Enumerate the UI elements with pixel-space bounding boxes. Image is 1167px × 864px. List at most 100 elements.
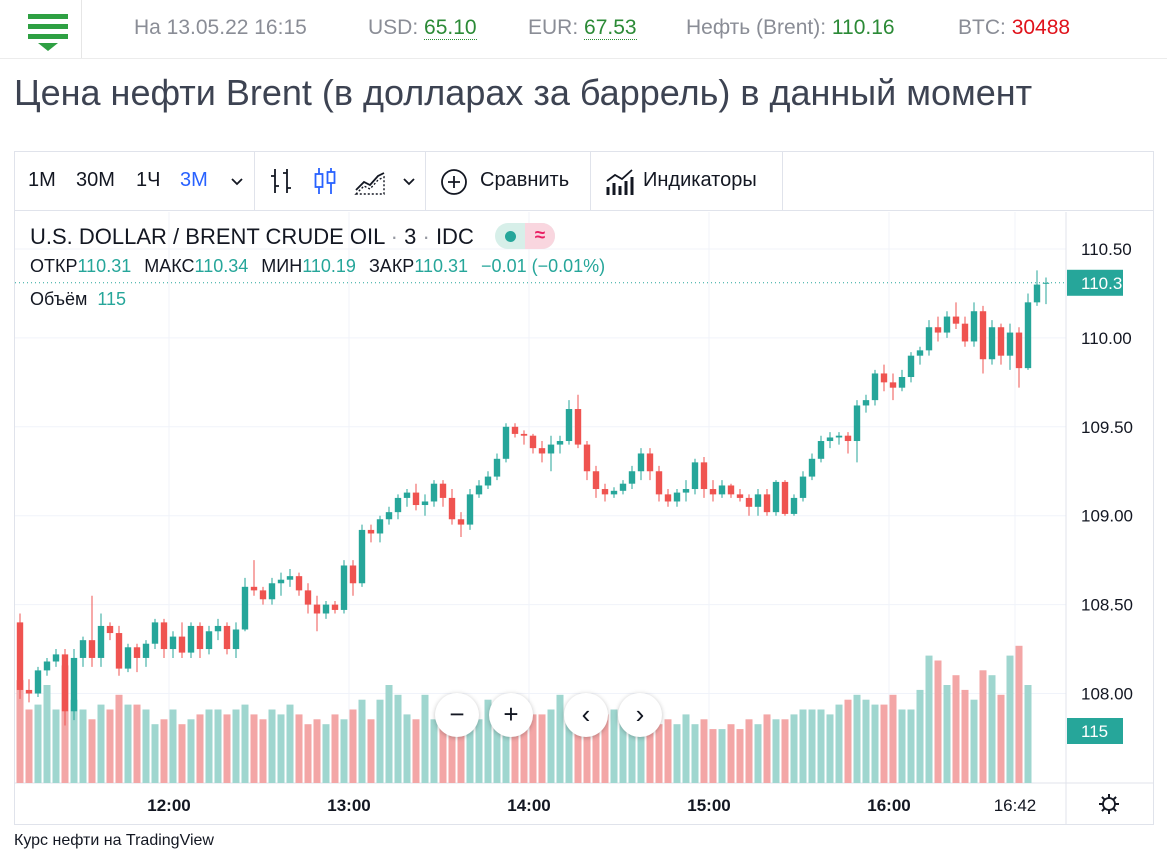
candle-body: [817, 441, 825, 459]
volume-bar: [709, 729, 717, 783]
volume-bar: [124, 704, 132, 783]
bars-style-icon[interactable]: [268, 166, 294, 196]
zoom-in-button[interactable]: +: [489, 693, 533, 737]
timeframe-3m[interactable]: 3M: [180, 169, 208, 191]
candle-body: [196, 625, 204, 650]
volume-bar: [376, 699, 384, 783]
eur-value: 67.53: [584, 16, 637, 40]
candle-body: [439, 483, 447, 498]
candle-body: [691, 462, 699, 490]
volume-bar: [421, 694, 429, 783]
volume-bar: [898, 709, 906, 783]
candle-body: [151, 622, 159, 644]
candles-style-icon[interactable]: [312, 166, 338, 196]
candle-body: [529, 435, 537, 449]
volume-bar: [394, 694, 402, 783]
volume-bar: [916, 689, 924, 783]
indicators-button[interactable]: Индикаторы: [591, 152, 783, 211]
volume-bar: [826, 714, 834, 783]
volume-bar: [583, 714, 591, 783]
candle-body: [970, 311, 978, 342]
y-tick-label: 109.00: [1081, 507, 1133, 526]
volume-bar: [934, 660, 942, 783]
price-chart[interactable]: 110.50 110.00 109.50 109.00 108.50 108.00 110.…: [15, 152, 1153, 824]
candle-body: [313, 604, 321, 614]
candle-body: [241, 586, 249, 630]
candle-body: [376, 519, 384, 534]
volume-bar: [439, 709, 447, 783]
volume-bar: [412, 719, 420, 783]
btc-value: 30488: [1011, 16, 1071, 39]
volume-bar: [493, 719, 501, 783]
timeframe-1h[interactable]: 1Ч: [136, 169, 161, 191]
volume-bar: [349, 709, 357, 783]
symbol-source: IDC: [435, 224, 474, 249]
candle-body: [412, 492, 420, 506]
btc-rate[interactable]: BTC: 30488: [958, 16, 1071, 39]
volume-bar: [700, 719, 708, 783]
volume-bar: [1015, 645, 1023, 783]
candle-body: [160, 622, 168, 650]
scroll-right-button[interactable]: ›: [618, 693, 662, 737]
volume-bar: [520, 704, 528, 783]
candle-body: [781, 481, 789, 514]
volume-bar: [1006, 655, 1014, 783]
chart-settings-gear-icon[interactable]: [1099, 794, 1119, 814]
market-status-badge[interactable]: ≈: [495, 223, 555, 249]
area-style-icon[interactable]: [354, 166, 386, 196]
usd-rate[interactable]: USD: 65.10: [368, 16, 477, 40]
volume-bar: [592, 719, 600, 783]
candle-body: [889, 382, 897, 388]
tradingview-attribution[interactable]: Курс нефти на TradingView: [14, 832, 214, 849]
volume-bar: [529, 714, 537, 783]
zoom-out-button[interactable]: −: [435, 693, 479, 737]
eur-rate[interactable]: EUR: 67.53: [528, 16, 637, 40]
volume-bar: [664, 719, 672, 783]
volume-bar: [565, 709, 573, 783]
candle-body: [871, 373, 879, 401]
candle-body: [61, 654, 69, 712]
candle-body: [304, 590, 312, 605]
plus-circle-icon: [441, 169, 467, 195]
hamburger-menu-icon[interactable]: [14, 0, 82, 58]
candle-body: [718, 485, 726, 495]
scroll-left-button[interactable]: ‹: [564, 693, 608, 737]
volume-bar: [196, 714, 204, 783]
toolbar-divider: [254, 152, 255, 211]
current-volume-label: 115: [1081, 722, 1108, 741]
candle-body: [736, 494, 744, 498]
candle-body: [988, 327, 996, 360]
volume-bar: [448, 704, 456, 783]
candle-body: [97, 625, 105, 658]
timeframe-30m[interactable]: 30M: [76, 169, 115, 191]
chevron-down-icon[interactable]: [401, 174, 417, 190]
volume-bar: [277, 714, 285, 783]
x-tick-label: 13:00: [327, 796, 370, 815]
volume-bar: [304, 724, 312, 783]
volume-bar: [70, 699, 78, 783]
candle-body: [727, 485, 735, 495]
candle-body: [340, 565, 348, 610]
candle-body: [25, 689, 33, 694]
candle-body: [979, 311, 987, 360]
header-divider: [0, 58, 1167, 59]
low-value: 110.19: [302, 256, 356, 276]
compare-label: Сравнить: [480, 169, 570, 191]
candle-body: [880, 373, 888, 383]
candle-body: [421, 501, 429, 506]
toolbar-divider: [590, 152, 591, 211]
oil-rate[interactable]: Нефть (Brent): 110.16: [686, 16, 895, 39]
candle-body: [178, 636, 186, 653]
candle-body: [943, 316, 951, 333]
candle-body: [88, 640, 96, 658]
chevron-down-icon[interactable]: [229, 174, 245, 190]
candle-body: [1006, 332, 1014, 356]
volume-bar: [997, 694, 1005, 783]
volume-bar: [232, 709, 240, 783]
volume-bar: [610, 709, 618, 783]
symbol-name: U.S. DOLLAR / BRENT CRUDE OIL: [30, 224, 385, 249]
timeframe-1m[interactable]: 1M: [28, 169, 56, 191]
compare-button[interactable]: Сравнить: [426, 152, 590, 211]
volume-bar: [16, 680, 24, 783]
candle-body: [1033, 284, 1041, 303]
